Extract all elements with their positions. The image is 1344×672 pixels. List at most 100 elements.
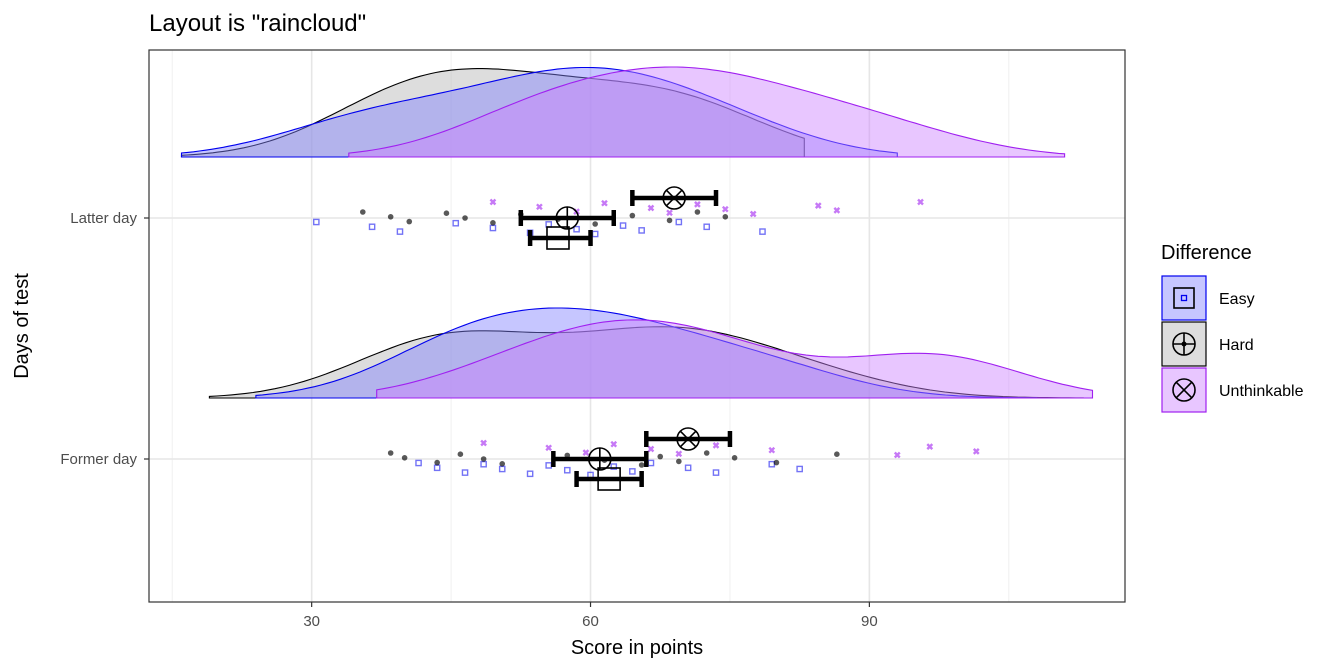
point-unthinkable [610, 440, 618, 448]
marker-x-shape [1175, 381, 1193, 399]
point-unthinkable [480, 439, 487, 447]
point-hard [834, 451, 840, 458]
legend-label-unthinkable: Unthinkable [1219, 383, 1304, 400]
point-unthinkable [768, 446, 776, 454]
marker-x-shape [679, 430, 697, 448]
marker-square-shape [1173, 287, 1195, 309]
density-clouds [180, 66, 1094, 399]
axes: 30 60 90 Latter day Former day [60, 210, 877, 630]
marker-x-shape [665, 189, 683, 207]
mean-marker-easy [546, 226, 570, 250]
point-unthinkable [972, 448, 980, 455]
point-unthinkable [814, 202, 822, 209]
point-unthinkable [489, 198, 497, 206]
density-unthinkable-latter-day [348, 66, 1066, 158]
point-easy [452, 219, 460, 227]
legend-point-easy [1180, 294, 1188, 302]
point-easy [759, 228, 766, 235]
y-tick-label: Former day [60, 451, 137, 468]
point-hard [387, 450, 394, 456]
x-tick-label: 60 [582, 613, 599, 630]
point-easy [703, 223, 711, 231]
marker-plus-shape [556, 207, 579, 229]
legend-key-easy [1161, 275, 1207, 321]
marker-plus-shape [588, 448, 611, 470]
point-hard [703, 450, 710, 456]
point-unthinkable [694, 201, 701, 208]
y-tick-label: Latter day [70, 210, 137, 227]
legend: Difference Easy Hard Unthinkable [1161, 242, 1304, 413]
legend-title: Difference [1161, 242, 1252, 264]
legend-marker-easy [1173, 287, 1195, 309]
point-easy [675, 218, 683, 226]
point-unthinkable [926, 443, 934, 450]
point-unthinkable [601, 199, 608, 207]
point-easy [684, 464, 692, 472]
point-hard [443, 210, 450, 216]
point-hard [499, 461, 506, 467]
marker-circle-shape [676, 427, 700, 451]
point-unthinkable [545, 444, 553, 452]
point-easy [573, 225, 580, 233]
y-axis-title: Days of test [11, 273, 33, 379]
chart-title: Layout is "raincloud" [149, 10, 366, 37]
point-easy [638, 227, 645, 234]
point-hard [480, 456, 487, 462]
point-hard [359, 209, 366, 215]
mean-marker-unthinkable [676, 427, 700, 451]
point-hard [731, 455, 738, 461]
point-hard [490, 220, 496, 226]
point-easy [461, 469, 469, 476]
plot-border [148, 49, 1126, 603]
legend-marker-unthinkable [1172, 378, 1196, 402]
point-easy [610, 463, 618, 470]
point-hard [401, 455, 408, 461]
mean-marker-easy [597, 467, 621, 491]
marker-circle-shape [662, 186, 686, 210]
point-easy [313, 218, 320, 226]
point-easy [796, 465, 803, 473]
point-easy [619, 222, 627, 229]
mean-marker-hard [555, 206, 580, 230]
x-tick-label: 90 [861, 613, 878, 630]
point-unthinkable [666, 209, 673, 217]
point-unthinkable [582, 449, 590, 456]
density-unthinkable-former-day [376, 319, 1094, 399]
point-hard [773, 459, 780, 466]
point-unthinkable [647, 445, 655, 453]
point-unthinkable [721, 205, 729, 213]
marker-square-shape [597, 467, 621, 491]
marker-circle-shape [1172, 378, 1196, 402]
point-hard [676, 458, 682, 465]
summary-intervals [518, 186, 733, 491]
mean-marker-hard [588, 447, 612, 471]
point-unthinkable [893, 451, 901, 459]
density-hard-latter-day [180, 68, 805, 158]
marker-square-shape [546, 226, 570, 250]
legend-point-hard [1181, 341, 1187, 347]
point-hard [434, 459, 440, 466]
point-unthinkable [647, 204, 655, 212]
point-easy [368, 223, 376, 231]
point-easy [526, 470, 534, 478]
density-hard-former-day [208, 326, 1084, 399]
legend-label-easy: Easy [1219, 291, 1255, 308]
point-unthinkable [536, 203, 543, 211]
legend-label-hard: Hard [1219, 337, 1254, 354]
point-unthinkable [917, 198, 924, 206]
point-easy [629, 468, 636, 475]
point-hard [638, 462, 645, 468]
point-hard [406, 218, 413, 225]
point-hard [457, 451, 464, 458]
point-hard [462, 215, 468, 221]
point-hard [387, 214, 394, 220]
point-easy [415, 459, 422, 467]
point-hard [694, 209, 701, 215]
point-unthinkable [712, 442, 720, 449]
point-hard [722, 214, 729, 220]
rain-points [313, 198, 980, 479]
point-easy [563, 466, 571, 474]
point-unthinkable [675, 450, 683, 458]
point-unthinkable [749, 210, 757, 218]
